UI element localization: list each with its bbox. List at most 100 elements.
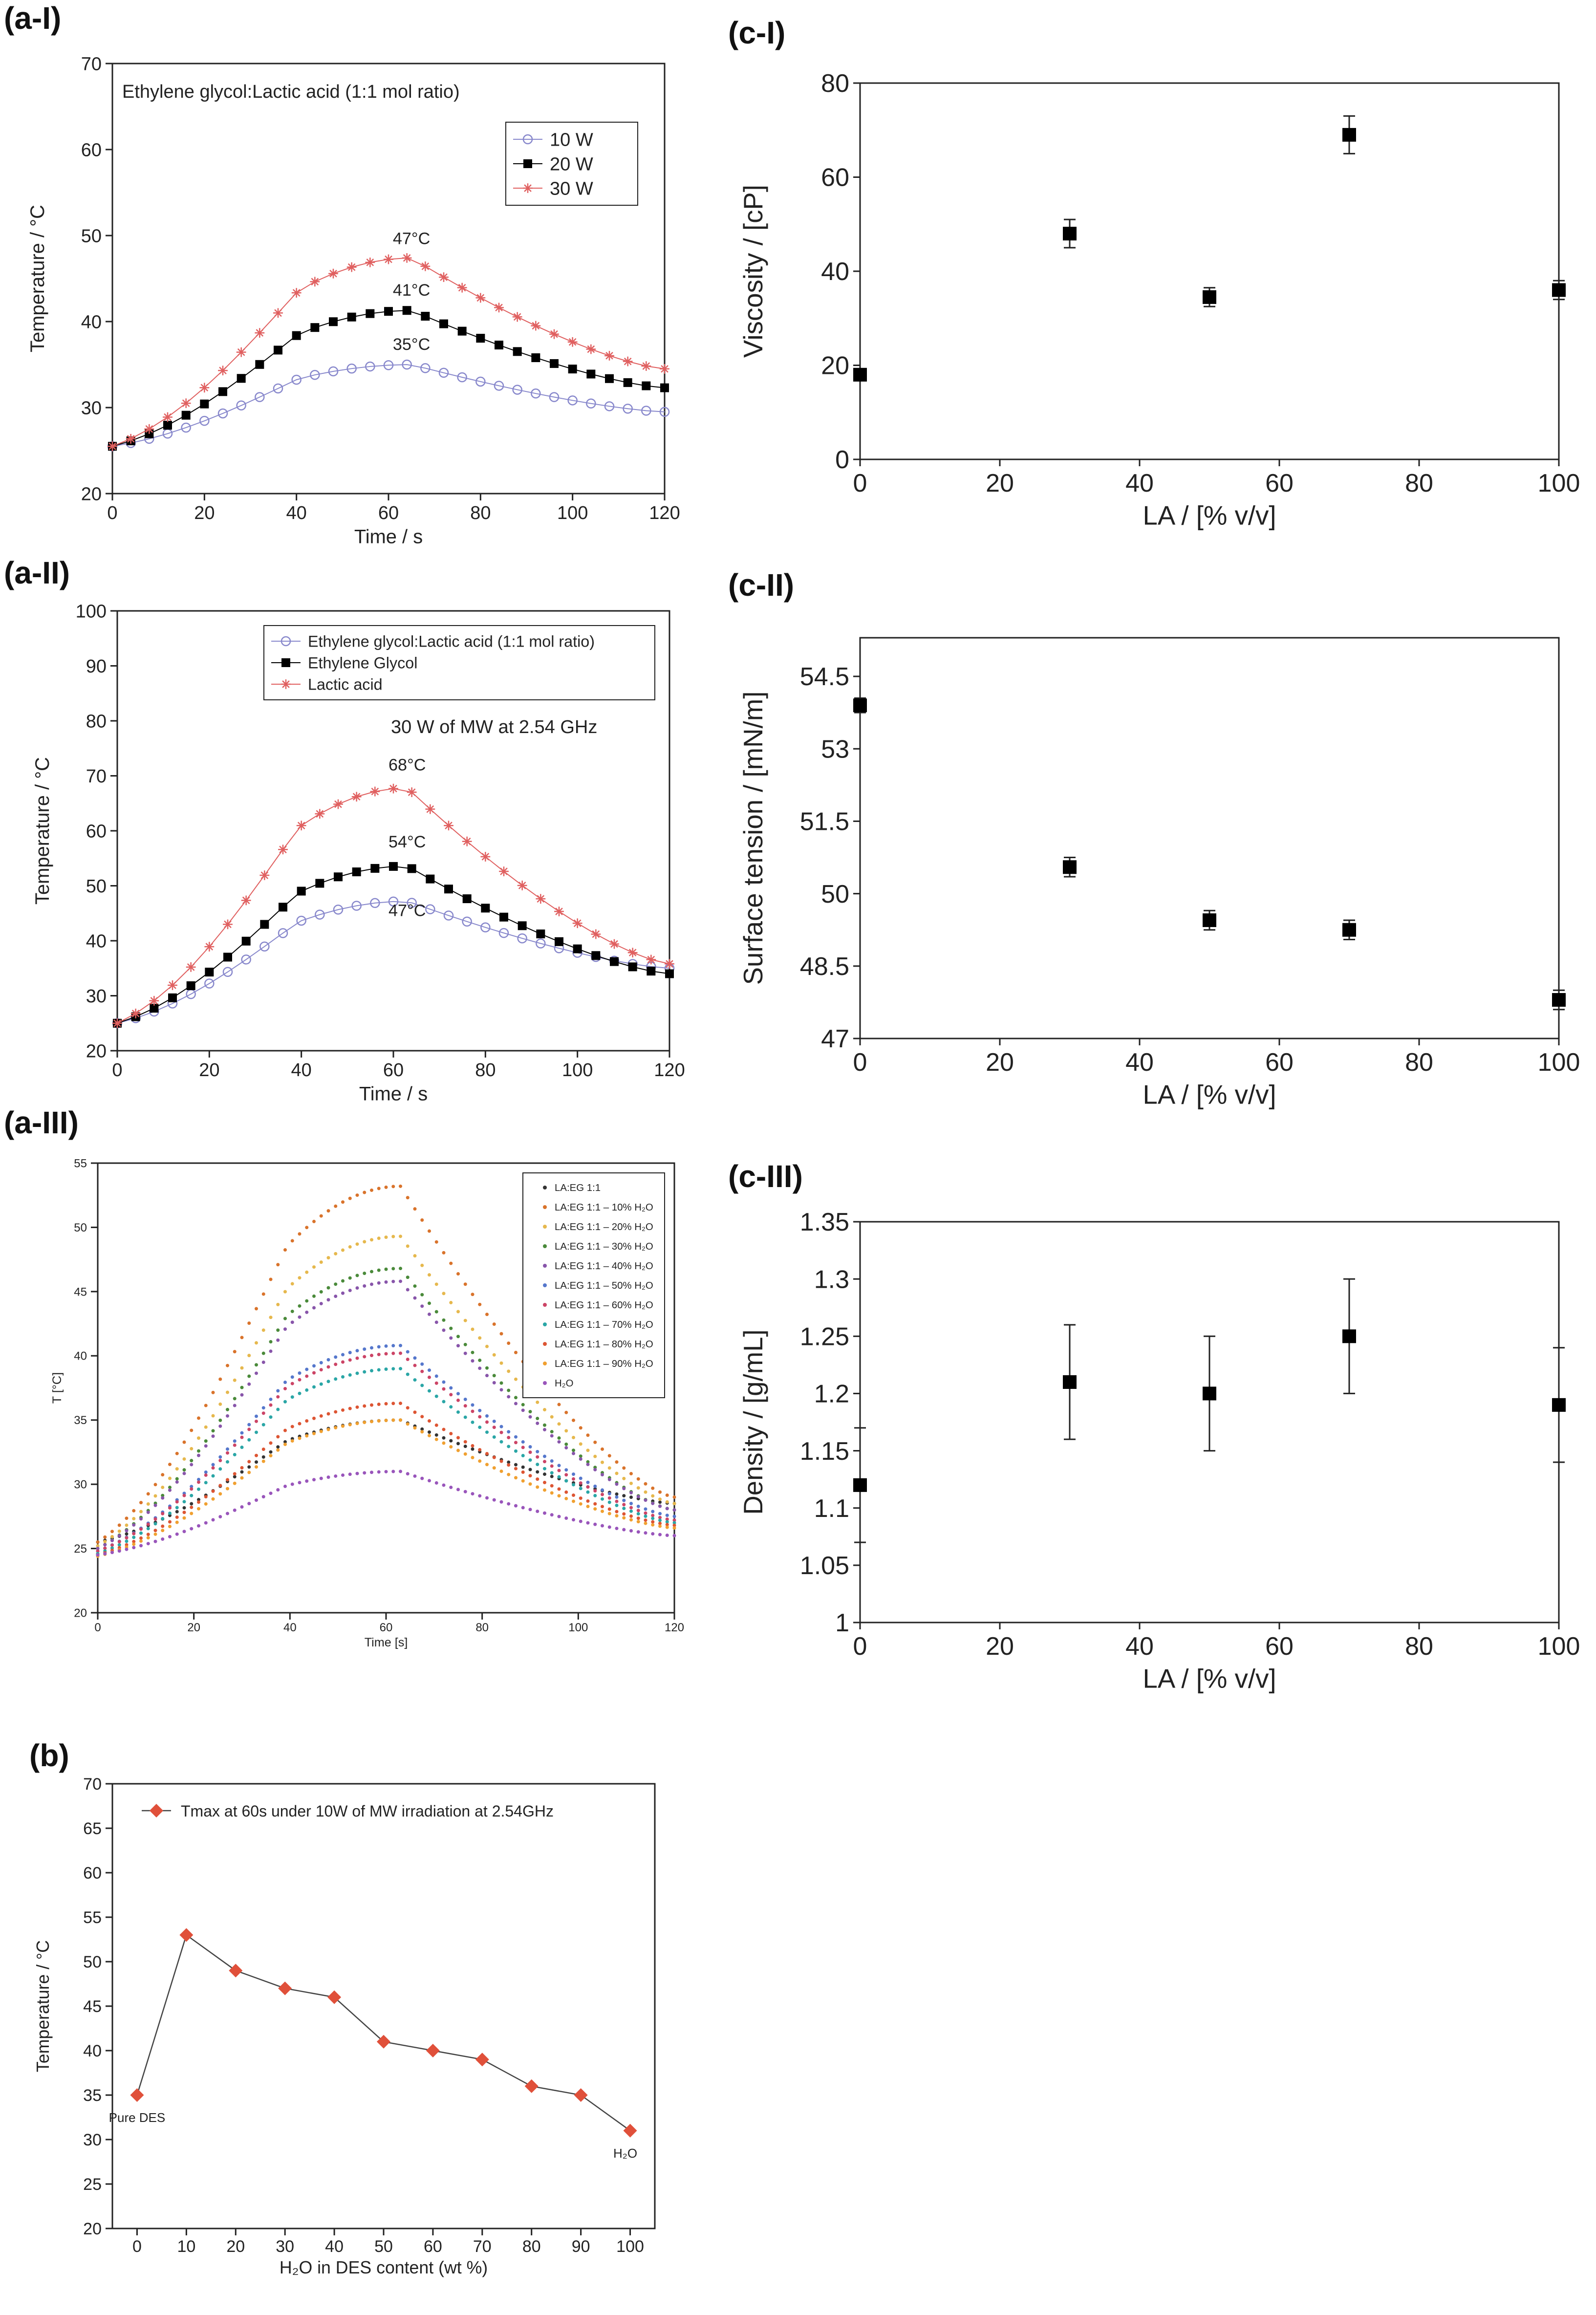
data-point: [260, 920, 269, 929]
data-point: [363, 1190, 367, 1194]
data-point: [146, 1522, 150, 1526]
data-point: [615, 1495, 619, 1499]
data-point: [494, 381, 504, 391]
data-point: [449, 1393, 453, 1397]
data-point: [348, 1423, 352, 1427]
data-point: [512, 312, 522, 322]
data-point: [572, 1435, 575, 1439]
data-point: [161, 1512, 165, 1515]
data-point: [96, 1549, 100, 1553]
x-tick-label: 80: [1405, 1048, 1433, 1077]
data-point: [543, 1511, 546, 1515]
data-point: [312, 1306, 316, 1310]
x-tick-label: 40: [325, 2237, 344, 2256]
legend-marker: [522, 134, 533, 145]
data-point: [665, 1523, 669, 1527]
data-point: [274, 346, 282, 355]
data-point: [334, 1426, 338, 1429]
data-point: [110, 1530, 114, 1534]
x-tick-label: 20: [986, 1048, 1014, 1077]
data-point: [341, 1424, 345, 1428]
data-point: [276, 1435, 280, 1439]
data-point: [622, 1494, 626, 1498]
data-point: [153, 1503, 157, 1507]
data-point: [593, 1502, 597, 1506]
data-point: [492, 1466, 496, 1470]
data-point: [442, 1400, 446, 1404]
data-point: [528, 1445, 532, 1449]
data-point: [521, 1408, 525, 1412]
data-point: [573, 944, 582, 953]
data-point: [413, 1356, 417, 1360]
data-point: [175, 1515, 179, 1519]
data-point: [399, 1351, 402, 1355]
data-point: [297, 887, 306, 896]
data-point: [226, 1390, 229, 1394]
data-point: [554, 907, 564, 916]
data-point: [604, 350, 614, 361]
data-point: [389, 862, 398, 871]
x-tick-label: 100: [616, 2237, 644, 2256]
data-point: [261, 1495, 265, 1499]
data-point: [407, 787, 417, 797]
data-point: [355, 1356, 359, 1360]
data-point: [586, 398, 596, 409]
data-point: [139, 1536, 143, 1540]
data-point: [319, 1214, 323, 1218]
data-point: [276, 1302, 280, 1306]
data-point: [132, 1536, 136, 1539]
data-point: [658, 1490, 662, 1494]
y-tick-label: 80: [86, 711, 107, 732]
data-point: [579, 1442, 582, 1446]
data-point: [449, 1300, 453, 1304]
data-point: [326, 1358, 330, 1362]
legend-marker: [543, 1381, 547, 1385]
data-point: [507, 1502, 511, 1506]
legend-marker: [543, 1342, 547, 1346]
data-point: [355, 1274, 359, 1277]
data-point: [550, 1464, 554, 1468]
data-point: [363, 1421, 367, 1425]
data-point: [305, 1434, 309, 1438]
data-point: [426, 2044, 440, 2057]
data-point: [644, 1514, 647, 1518]
y-tick-label: 70: [86, 766, 107, 787]
y-tick-label: 25: [83, 2175, 102, 2194]
data-point: [550, 1484, 554, 1488]
legend-entry: Lactic acid: [308, 675, 383, 693]
data-point: [444, 821, 453, 831]
data-point: [644, 1518, 647, 1522]
x-tick-label: 20: [226, 2237, 245, 2256]
data-point: [139, 1539, 143, 1543]
data-point: [391, 1279, 395, 1283]
panel-label-c1: (c-I): [728, 15, 786, 50]
legend-entry: LA:EG 1:1 – 10% H₂O: [555, 1202, 653, 1213]
y-tick-label: 60: [81, 140, 102, 160]
x-tick-label: 50: [374, 2237, 393, 2256]
data-point: [153, 1517, 157, 1521]
y-axis-label: Viscosity / [cP]: [738, 185, 768, 358]
data-point: [636, 1477, 640, 1481]
data-point: [334, 1474, 338, 1478]
y-tick-label: 30: [86, 986, 107, 1007]
data-point: [564, 1479, 568, 1483]
data-point: [642, 381, 651, 390]
data-point: [586, 1505, 590, 1509]
data-point: [341, 1408, 345, 1412]
y-axis-label: Temperature / °C: [27, 205, 48, 352]
data-point: [197, 1500, 200, 1504]
y-axis-label: Temperature / °C: [33, 1940, 53, 2072]
data-point: [420, 261, 431, 271]
data-point: [125, 1539, 129, 1543]
x-tick-label: 120: [654, 1060, 685, 1081]
data-point: [1203, 913, 1216, 927]
data-point: [255, 1453, 258, 1457]
data-point: [413, 1474, 417, 1478]
data-point: [615, 1460, 619, 1464]
data-point: [471, 1456, 474, 1460]
data-point: [471, 1409, 474, 1413]
y-tick-label: 25: [74, 1542, 87, 1556]
data-point: [485, 1451, 489, 1455]
data-point: [517, 880, 527, 890]
data-point: [355, 1349, 359, 1353]
